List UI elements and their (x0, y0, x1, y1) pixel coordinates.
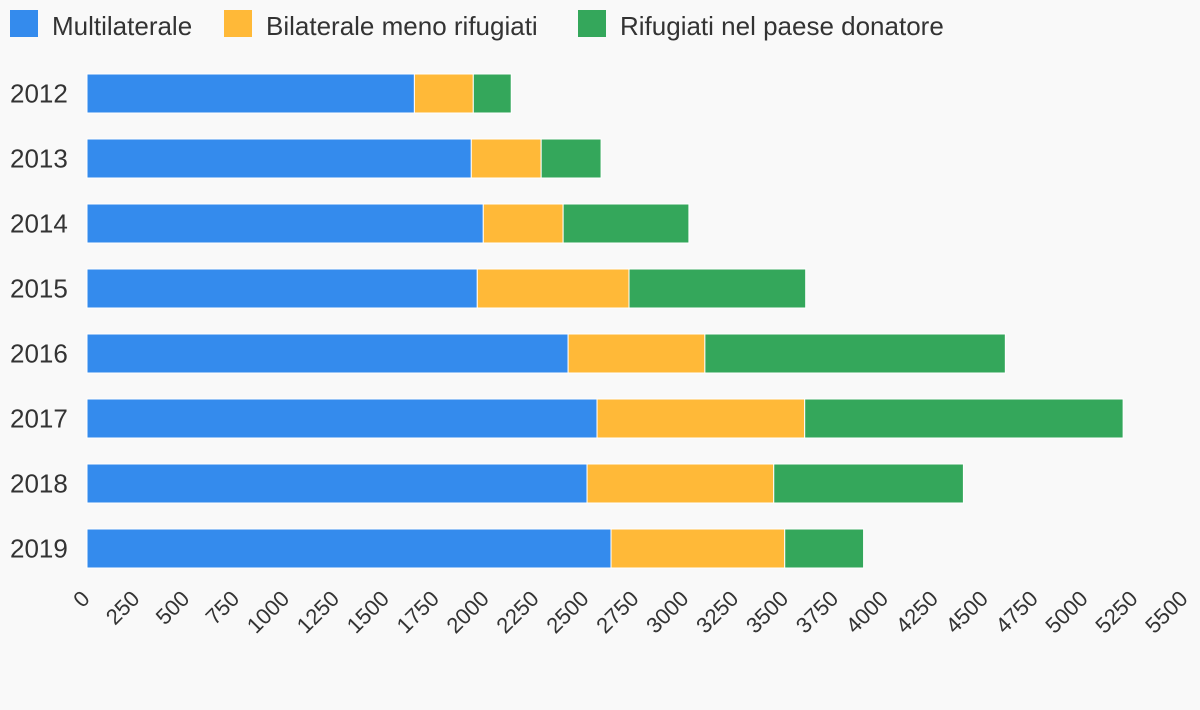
category-label-2019: 2019 (10, 534, 68, 564)
x-tick-label-3500: 3500 (741, 586, 793, 638)
x-tick-label-3250: 3250 (691, 586, 743, 638)
bar-2015-multilaterale (86, 268, 478, 309)
legend-swatch-rifugiati-nel-paese-donatore (578, 10, 606, 37)
x-tick-label-0: 0 (68, 586, 94, 612)
bar-2015-bilaterale-meno-rifugiati (476, 268, 630, 309)
category-label-2012: 2012 (10, 79, 68, 109)
x-tick-label-1000: 1000 (242, 586, 294, 638)
bar-2017-multilaterale (86, 398, 598, 439)
legend-label-multilaterale: Multilaterale (52, 11, 192, 41)
x-tick-label-2250: 2250 (491, 586, 543, 638)
bar-2018-rifugiati-nel-paese-donatore (773, 463, 964, 504)
legend: Multilaterale Bilaterale meno rifugiati Ri… (10, 10, 944, 41)
x-tick-label-2000: 2000 (442, 586, 494, 638)
bar-2012-multilaterale (86, 73, 415, 114)
x-tick-label-2500: 2500 (541, 586, 593, 638)
category-labels: 2012 2013 2014 2015 2016 2017 2018 2019 (10, 79, 68, 564)
legend-swatch-multilaterale (10, 10, 38, 37)
x-tick-label-500: 500 (151, 586, 195, 630)
legend-label-bilaterale-meno-rifugiati: Bilaterale meno rifugiati (266, 11, 538, 41)
x-axis-ticks: 0 250 500 750100012501500175020002250250027… (68, 586, 1192, 638)
x-tick-label-4750: 4750 (991, 586, 1043, 638)
x-tick-label-3750: 3750 (791, 586, 843, 638)
x-tick-label-1500: 1500 (342, 586, 394, 638)
x-tick-label-250: 250 (101, 586, 145, 630)
x-tick-label-5000: 5000 (1040, 586, 1092, 638)
bar-2012-bilaterale-meno-rifugiati (413, 73, 474, 114)
bar-2015-rifugiati-nel-paese-donatore (628, 268, 807, 309)
bar-2012-rifugiati-nel-paese-donatore (472, 73, 512, 114)
category-label-2018: 2018 (10, 469, 68, 499)
bar-2019-rifugiati-nel-paese-donatore (784, 528, 865, 569)
x-tick-label-5250: 5250 (1090, 586, 1142, 638)
x-tick-label-4000: 4000 (841, 586, 893, 638)
category-label-2017: 2017 (10, 404, 68, 434)
bar-2018-multilaterale (86, 463, 588, 504)
bar-2016-rifugiati-nel-paese-donatore (704, 333, 1006, 374)
bar-2016-multilaterale (86, 333, 569, 374)
category-label-2013: 2013 (10, 144, 68, 174)
bar-2017-rifugiati-nel-paese-donatore (804, 398, 1124, 439)
bar-2016-bilaterale-meno-rifugiati (567, 333, 706, 374)
legend-swatch-bilaterale-meno-rifugiati (224, 10, 252, 37)
x-tick-label-750: 750 (201, 586, 245, 630)
x-tick-label-5500: 5500 (1140, 586, 1192, 638)
bar-2017-bilaterale-meno-rifugiati (596, 398, 806, 439)
bars (86, 73, 1124, 569)
x-tick-label-1750: 1750 (392, 586, 444, 638)
x-tick-label-1250: 1250 (292, 586, 344, 638)
category-label-2016: 2016 (10, 339, 68, 369)
bar-2014-bilaterale-meno-rifugiati (482, 203, 564, 244)
bar-2013-rifugiati-nel-paese-donatore (540, 138, 602, 179)
bar-2014-multilaterale (86, 203, 484, 244)
x-tick-label-3000: 3000 (641, 586, 693, 638)
category-label-2014: 2014 (10, 209, 68, 239)
bar-2013-multilaterale (86, 138, 472, 179)
x-tick-label-4250: 4250 (891, 586, 943, 638)
category-label-2015: 2015 (10, 274, 68, 304)
bar-2014-rifugiati-nel-paese-donatore (562, 203, 690, 244)
bar-2019-multilaterale (86, 528, 612, 569)
legend-label-rifugiati-nel-paese-donatore: Rifugiati nel paese donatore (620, 11, 944, 41)
bar-2019-bilaterale-meno-rifugiati (610, 528, 786, 569)
x-tick-label-4500: 4500 (941, 586, 993, 638)
bar-2018-bilaterale-meno-rifugiati (586, 463, 775, 504)
x-tick-label-2750: 2750 (591, 586, 643, 638)
bar-2013-bilaterale-meno-rifugiati (470, 138, 542, 179)
